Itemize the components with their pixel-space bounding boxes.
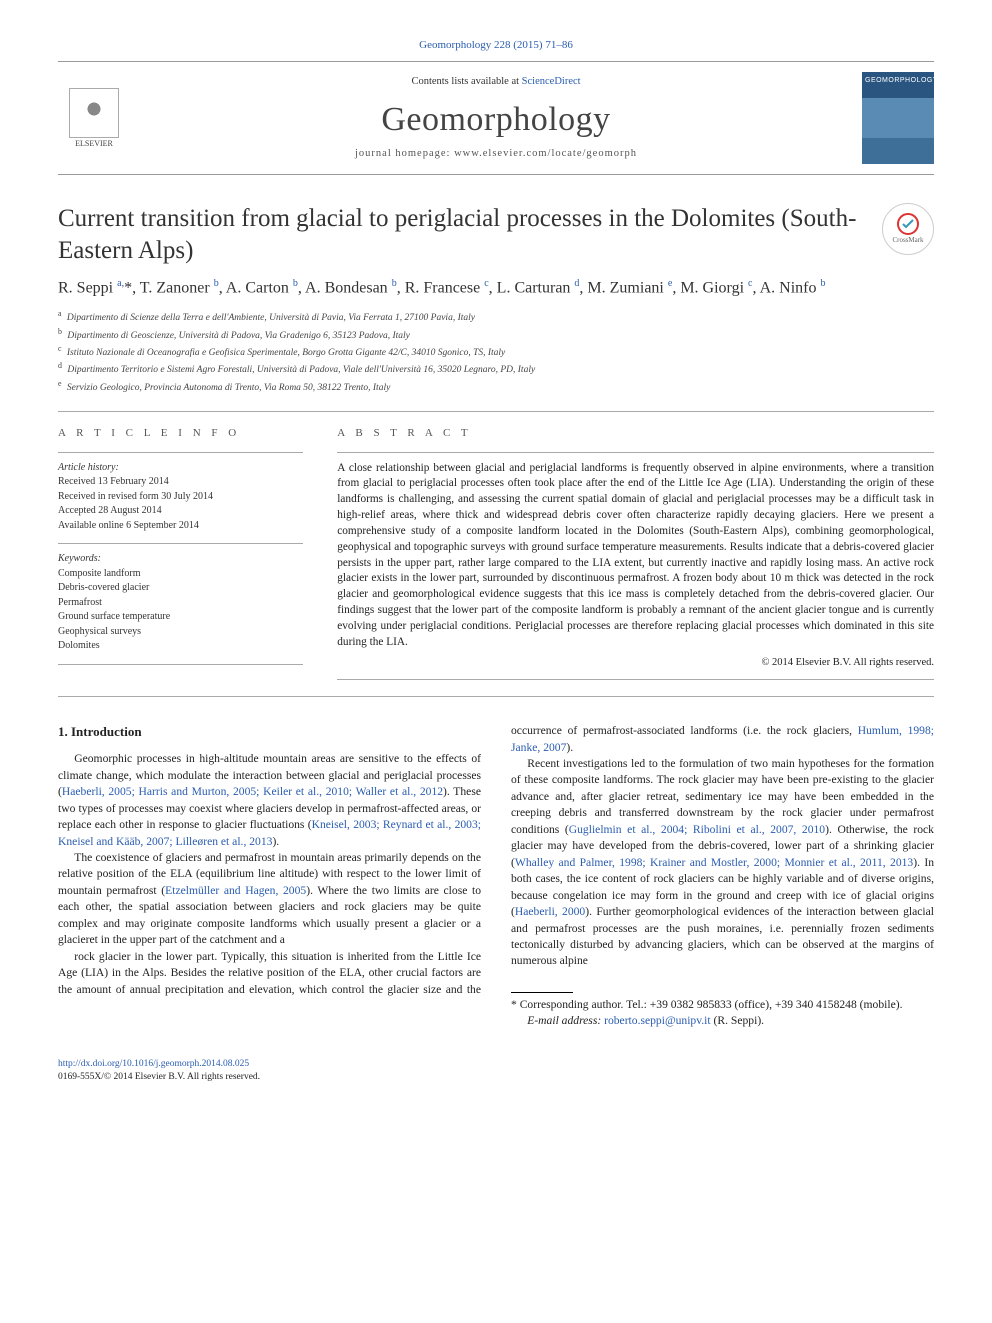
article-title: Current transition from glacial to perig… [58, 203, 864, 266]
abstract-text: A close relationship between glacial and… [337, 461, 934, 651]
affiliation: b Dipartimento di Geoscienze, Università… [58, 326, 934, 343]
intro-heading: 1. Introduction [58, 723, 481, 741]
affiliation: d Dipartimento Territorio e Sistemi Agro… [58, 360, 934, 377]
body-paragraph: Recent investigations led to the formula… [511, 756, 934, 970]
page-footer: http://dx.doi.org/10.1016/j.geomorph.201… [58, 1058, 934, 1085]
history-item: Available online 6 September 2014 [58, 519, 303, 534]
contents-prefix: Contents lists available at [411, 76, 521, 87]
elsevier-logo[interactable]: ELSEVIER [58, 82, 130, 154]
keywords-block: Keywords: Composite landformDebris-cover… [58, 552, 303, 654]
history-item: Accepted 28 August 2014 [58, 504, 303, 519]
keyword: Debris-covered glacier [58, 581, 303, 596]
journal-cover-thumb[interactable] [862, 72, 934, 164]
article-body: 1. Introduction Geomorphic processes in … [58, 723, 934, 1030]
journal-ref-link[interactable]: Geomorphology 228 (2015) 71–86 [419, 39, 573, 51]
history-item: Received 13 February 2014 [58, 475, 303, 490]
keyword: Dolomites [58, 639, 303, 654]
sciencedirect-link[interactable]: ScienceDirect [522, 76, 581, 87]
keyword: Ground surface temperature [58, 610, 303, 625]
journal-reference[interactable]: Geomorphology 228 (2015) 71–86 [58, 38, 934, 53]
contents-line: Contents lists available at ScienceDirec… [142, 75, 850, 90]
journal-header: ELSEVIER Contents lists available at Sci… [58, 61, 934, 175]
email-label: E-mail address: [527, 1014, 604, 1027]
keyword: Permafrost [58, 596, 303, 611]
corr-email-link[interactable]: roberto.seppi@unipv.it [604, 1014, 711, 1027]
issn-copyright: 0169-555X/© 2014 Elsevier B.V. All right… [58, 1072, 260, 1082]
affiliation: a Dipartimento di Scienze della Terra e … [58, 308, 934, 325]
keyword: Geophysical surveys [58, 625, 303, 640]
publisher-name: ELSEVIER [75, 138, 113, 149]
affiliation: e Servizio Geologico, Provincia Autonoma… [58, 378, 934, 395]
article-info-label: A R T I C L E I N F O [58, 426, 303, 441]
authors: R. Seppi a,*, T. Zanoner b, A. Carton b,… [58, 276, 934, 300]
email-author: (R. Seppi). [711, 1014, 764, 1027]
article-history: Article history: Received 13 February 20… [58, 461, 303, 534]
history-label: Article history: [58, 461, 303, 476]
corr-author-line: * Corresponding author. Tel.: +39 0382 9… [511, 997, 934, 1013]
homepage-url[interactable]: www.elsevier.com/locate/geomorph [454, 148, 637, 159]
homepage-label: journal homepage: [355, 148, 454, 159]
journal-name: Geomorphology [142, 96, 850, 144]
history-item: Received in revised form 30 July 2014 [58, 490, 303, 505]
corresponding-author-footnote: * Corresponding author. Tel.: +39 0382 9… [511, 992, 934, 1030]
journal-homepage: journal homepage: www.elsevier.com/locat… [142, 147, 850, 162]
body-paragraph: The coexistence of glaciers and permafro… [58, 850, 481, 949]
keywords-label: Keywords: [58, 552, 303, 567]
affiliation: c Istituto Nazionale di Oceanografia e G… [58, 343, 934, 360]
doi-link[interactable]: http://dx.doi.org/10.1016/j.geomorph.201… [58, 1059, 249, 1069]
keyword: Composite landform [58, 567, 303, 582]
crossmark-badge[interactable]: CrossMark [882, 203, 934, 255]
abstract-label: A B S T R A C T [337, 426, 934, 441]
crossmark-label: CrossMark [892, 236, 923, 246]
body-paragraph: Geomorphic processes in high-altitude mo… [58, 751, 481, 850]
abstract-copyright: © 2014 Elsevier B.V. All rights reserved… [337, 656, 934, 671]
affiliations: a Dipartimento di Scienze della Terra e … [58, 308, 934, 395]
